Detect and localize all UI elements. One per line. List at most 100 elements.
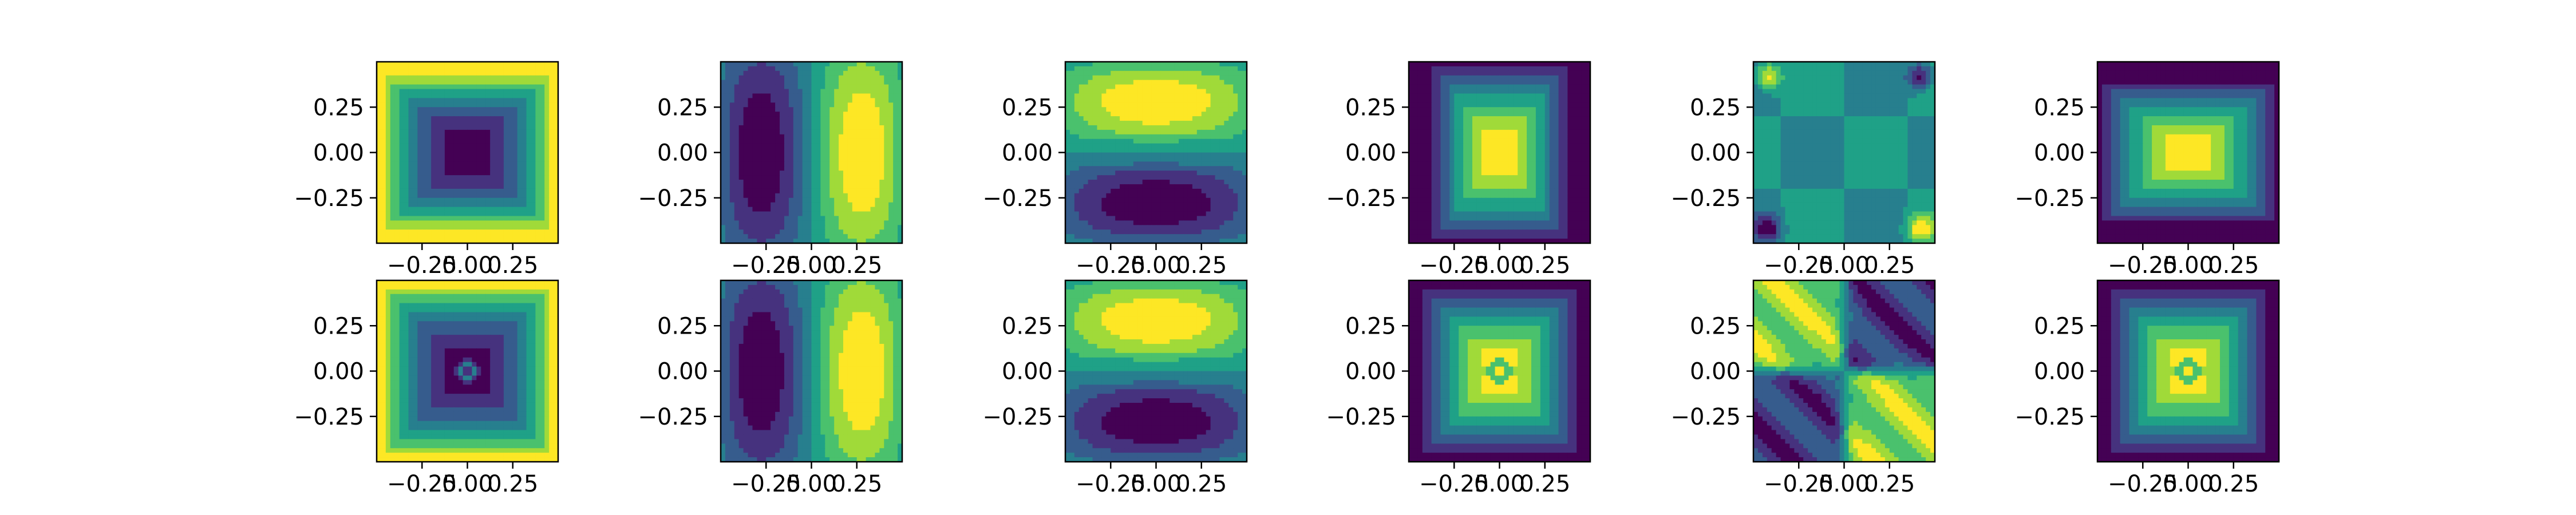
contour-cell [1078, 116, 1084, 121]
contour-cell [463, 193, 468, 199]
contour-cell [1215, 134, 1220, 140]
contour-cell [381, 152, 386, 158]
contour-cell [839, 220, 844, 225]
contour-cell [1137, 239, 1143, 243]
contour-cell [531, 239, 536, 243]
contour-cell [512, 70, 518, 76]
contour-cell [385, 75, 391, 81]
contour-cell [1111, 225, 1116, 230]
contour-cell [1224, 180, 1229, 185]
contour-cell [879, 148, 884, 153]
contour-cell [802, 121, 808, 126]
contour-cell [1111, 175, 1116, 180]
contour-cell [1201, 75, 1207, 81]
contour-cell [472, 121, 477, 126]
contour-cell [1124, 62, 1129, 67]
contour-cell [1069, 188, 1075, 194]
contour-cell [1165, 184, 1170, 189]
contour-cell [1201, 70, 1207, 76]
contour-cell [1092, 116, 1098, 121]
contour-cell [1069, 66, 1075, 72]
contour-cell [757, 193, 762, 199]
contour-cell [784, 70, 789, 76]
contour-cell [879, 89, 884, 94]
contour-cell [554, 234, 558, 239]
contour-cell [1142, 102, 1148, 108]
contour-cell [802, 102, 808, 108]
contour-cell [481, 166, 486, 171]
contour-cell [816, 166, 821, 171]
contour-cell [884, 171, 889, 176]
contour-cell [879, 197, 884, 203]
contour-cell [771, 171, 776, 176]
contour-cell [884, 93, 889, 98]
contour-cell [463, 188, 468, 194]
contour-cell [526, 102, 532, 108]
contour-cell [1065, 121, 1070, 126]
contour-cell [1174, 75, 1179, 81]
contour-cell [1242, 102, 1247, 108]
contour-cell [521, 62, 527, 67]
contour-cell [816, 197, 821, 203]
contour-cell [1128, 121, 1134, 126]
contour-cell [1187, 138, 1193, 144]
contour-cell [1192, 84, 1198, 90]
contour-cell [404, 138, 409, 144]
contour-cell [721, 193, 726, 199]
contour-cell [748, 188, 753, 194]
contour-cell [535, 161, 540, 167]
contour-cell [549, 121, 554, 126]
contour-cell [458, 152, 464, 158]
contour-cell [381, 62, 386, 67]
contour-cell [1065, 188, 1070, 194]
contour-cell [852, 121, 858, 126]
contour-cell [1183, 239, 1188, 243]
contour-cell [1106, 229, 1111, 235]
contour-cell [743, 175, 749, 180]
contour-cell [1111, 202, 1116, 208]
contour-cell [1088, 66, 1093, 72]
contour-cell [738, 107, 744, 112]
contour-cell [1088, 62, 1093, 67]
contour-cell [1531, 66, 1536, 72]
contour-cell [771, 138, 776, 144]
contour-cell [1111, 116, 1116, 121]
contour-cell [540, 184, 545, 189]
contour-cell [490, 193, 495, 199]
contour-cell [463, 75, 468, 81]
contour-cell [1115, 166, 1120, 171]
contour-cell [467, 193, 473, 199]
contour-cell [1065, 216, 1070, 221]
contour-cell [453, 211, 459, 217]
contour-cell [517, 121, 523, 126]
contour-cell [1206, 84, 1211, 90]
contour-cell [721, 180, 726, 185]
contour-cell [893, 62, 898, 67]
contour-cell [408, 80, 414, 85]
contour-cell [884, 62, 889, 67]
contour-cell [521, 152, 527, 158]
contour-cell [797, 211, 803, 217]
contour-cell [385, 102, 391, 108]
contour-cell [485, 107, 491, 112]
contour-cell [1156, 62, 1161, 67]
contour-cell [771, 197, 776, 203]
contour-cell [748, 84, 753, 90]
contour-cell [481, 70, 486, 76]
contour-cell [381, 129, 386, 135]
contour-cell [898, 102, 902, 108]
contour-cell [444, 239, 450, 243]
contour-cell [1160, 197, 1165, 203]
contour-cell [780, 107, 785, 112]
contour-cell [390, 152, 396, 158]
contour-cell [1137, 166, 1143, 171]
contour-cell [1097, 125, 1102, 130]
contour-cell [761, 152, 767, 158]
contour-cell [526, 216, 532, 221]
contour-cell [875, 184, 880, 189]
contour-cell [1074, 112, 1080, 117]
contour-cell [811, 193, 817, 199]
contour-cell [1224, 138, 1229, 144]
contour-cell [390, 84, 396, 90]
contour-cell [526, 121, 532, 126]
